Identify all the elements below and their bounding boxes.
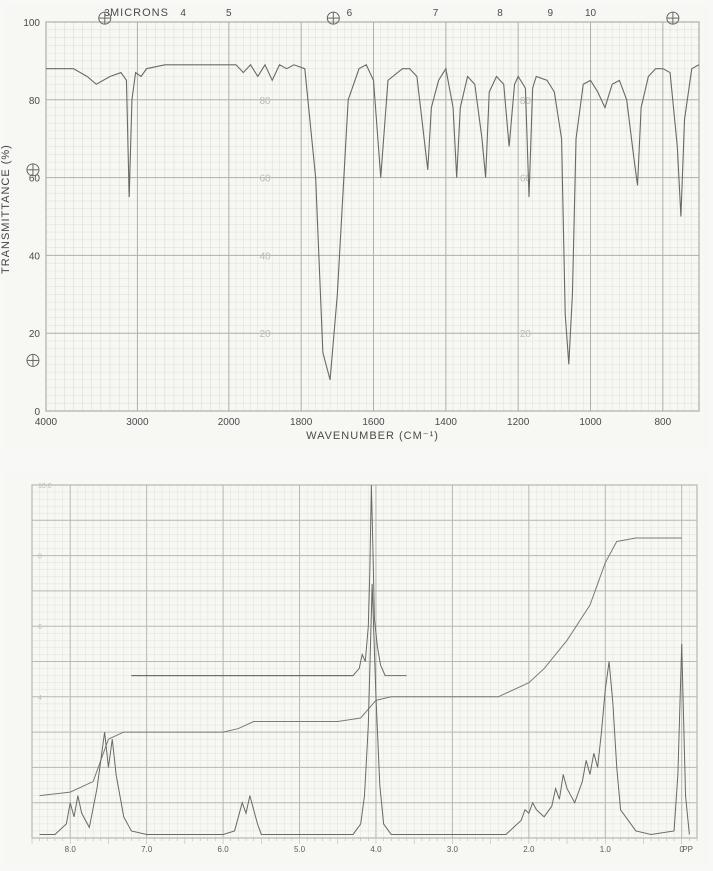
svg-text:10.0: 10.0 bbox=[38, 483, 52, 490]
svg-text:7.0: 7.0 bbox=[141, 845, 153, 854]
svg-text:3.0: 3.0 bbox=[447, 845, 459, 854]
svg-text:3000: 3000 bbox=[126, 417, 149, 428]
svg-text:40: 40 bbox=[29, 251, 41, 262]
ir-spectrum-chart: 40003000200018001600140012001000800WAVEN… bbox=[4, 4, 709, 449]
svg-text:1000: 1000 bbox=[579, 417, 602, 428]
svg-text:PP: PP bbox=[682, 845, 693, 854]
svg-text:20: 20 bbox=[259, 329, 271, 340]
svg-text:8.0: 8.0 bbox=[65, 845, 77, 854]
svg-text:8: 8 bbox=[38, 554, 42, 561]
svg-text:800: 800 bbox=[654, 417, 671, 428]
svg-text:4: 4 bbox=[180, 8, 186, 19]
svg-text:1800: 1800 bbox=[290, 417, 313, 428]
svg-text:WAVENUMBER (CM⁻¹): WAVENUMBER (CM⁻¹) bbox=[306, 430, 439, 442]
svg-text:4000: 4000 bbox=[35, 417, 58, 428]
svg-text:0: 0 bbox=[34, 407, 40, 418]
svg-text:4: 4 bbox=[38, 695, 42, 702]
nmr-svg: 8.07.06.05.04.03.02.01.00PP10.0864 bbox=[4, 471, 709, 866]
svg-text:40: 40 bbox=[259, 251, 271, 262]
svg-text:1400: 1400 bbox=[435, 417, 458, 428]
svg-text:60: 60 bbox=[259, 174, 271, 185]
svg-text:5: 5 bbox=[226, 8, 232, 19]
svg-text:1600: 1600 bbox=[362, 417, 385, 428]
svg-text:80: 80 bbox=[29, 96, 41, 107]
svg-text:5.0: 5.0 bbox=[294, 845, 306, 854]
ir-ylabel: TRANSMITTANCE (%) bbox=[0, 144, 12, 274]
svg-text:10: 10 bbox=[585, 8, 597, 19]
svg-text:MICRONS: MICRONS bbox=[110, 7, 169, 19]
svg-text:2000: 2000 bbox=[218, 417, 241, 428]
svg-text:9: 9 bbox=[548, 8, 554, 19]
nmr-spectrum-chart: 8.07.06.05.04.03.02.01.00PP10.0864 bbox=[4, 471, 709, 866]
svg-text:4.0: 4.0 bbox=[370, 845, 382, 854]
ir-svg: 40003000200018001600140012001000800WAVEN… bbox=[4, 4, 709, 449]
svg-text:20: 20 bbox=[520, 329, 532, 340]
svg-text:8: 8 bbox=[497, 8, 503, 19]
svg-text:20: 20 bbox=[29, 329, 41, 340]
svg-text:80: 80 bbox=[259, 96, 271, 107]
svg-text:2.0: 2.0 bbox=[523, 845, 535, 854]
svg-text:100: 100 bbox=[23, 18, 40, 29]
svg-text:6: 6 bbox=[347, 8, 353, 19]
svg-text:7: 7 bbox=[433, 8, 439, 19]
svg-text:1.0: 1.0 bbox=[600, 845, 612, 854]
svg-text:1200: 1200 bbox=[507, 417, 530, 428]
svg-text:6.0: 6.0 bbox=[218, 845, 230, 854]
svg-text:6: 6 bbox=[38, 624, 42, 631]
